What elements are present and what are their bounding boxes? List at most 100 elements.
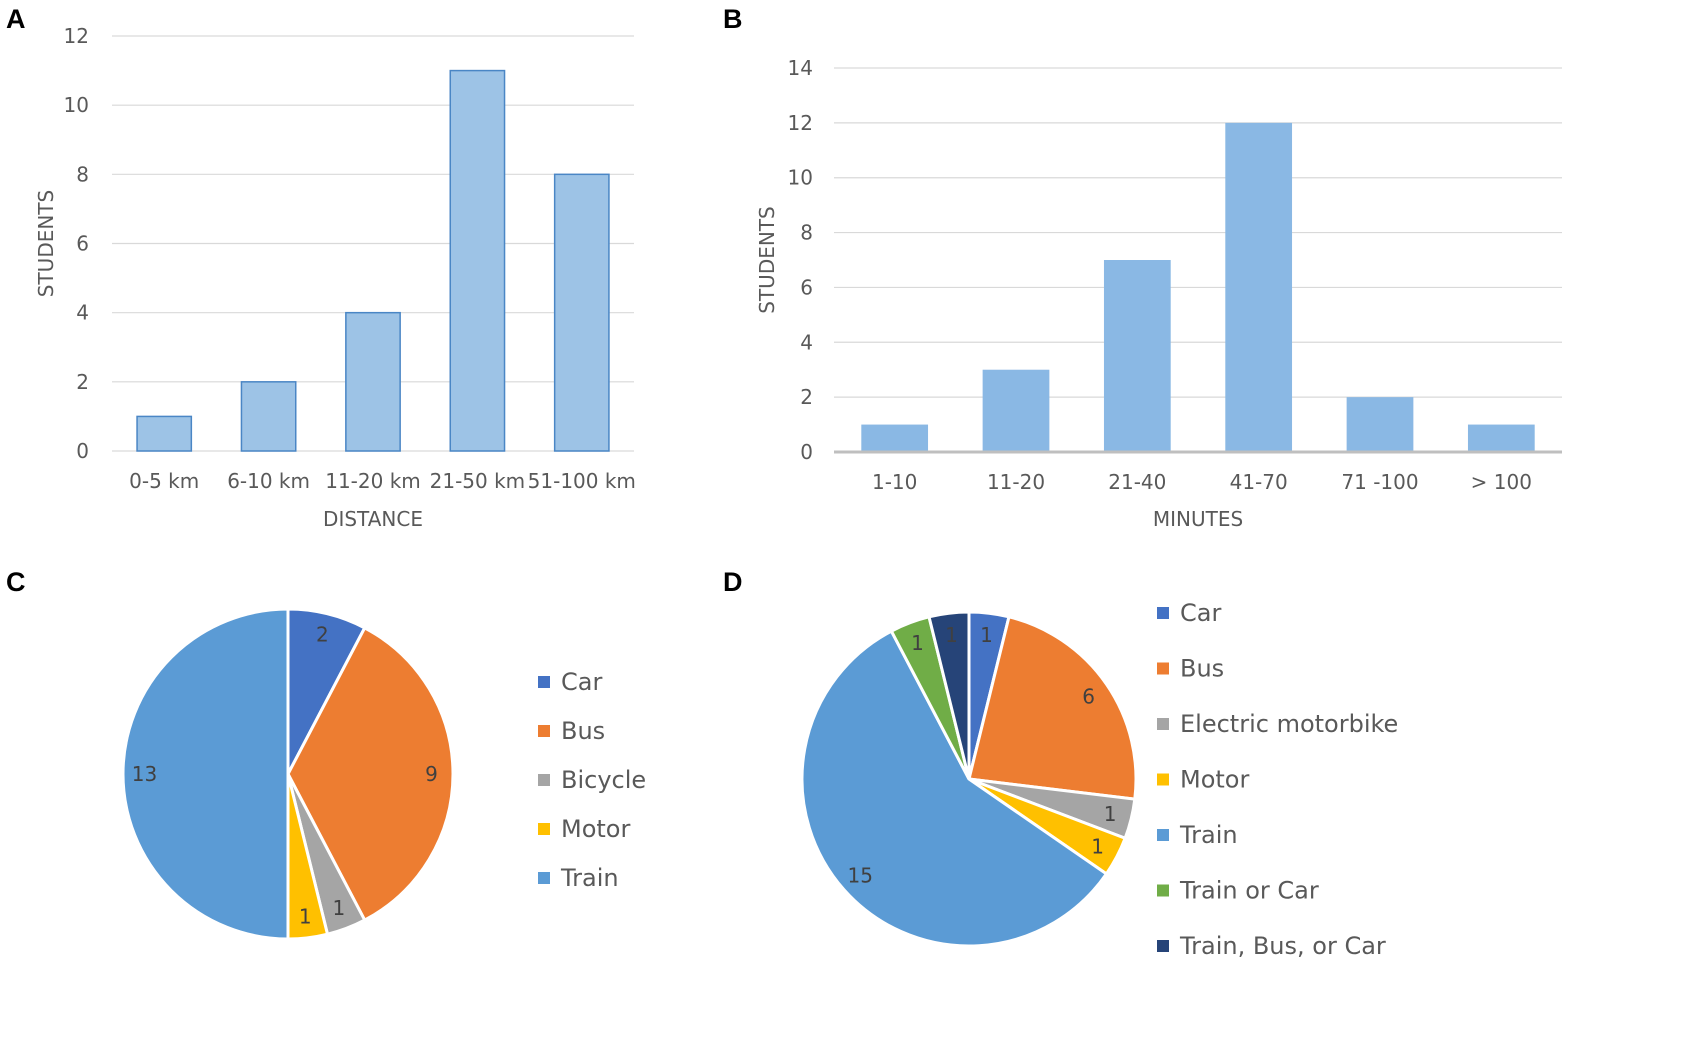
x-tick-label: 21-50 km bbox=[430, 469, 526, 493]
y-axis-title: STUDENTS bbox=[34, 190, 58, 297]
legend-item-train: Train bbox=[538, 864, 619, 892]
panel-letter-b: B bbox=[723, 4, 743, 34]
y-tick-label: 0 bbox=[800, 440, 813, 464]
bar-21-50-km bbox=[449, 69, 506, 452]
x-tick-label: > 100 bbox=[1471, 470, 1532, 494]
data-label-bicycle: 1 bbox=[333, 896, 346, 920]
legend-label: Car bbox=[1180, 599, 1221, 627]
legend-swatch bbox=[538, 823, 550, 835]
x-tick-label: 1-10 bbox=[872, 470, 917, 494]
chart-a-distance: 0 2 4 6 8 10 12 0-5 km 6-10 km 11-20 km 21-50 km 51… bbox=[34, 24, 636, 531]
chart-b-minutes: 0 2 4 6 8 10 12 14 1-10 11-20 21-40 41-70 71 -100 > 1… bbox=[755, 56, 1562, 531]
y-tick-label: 4 bbox=[800, 330, 813, 354]
legend-swatch bbox=[1157, 829, 1169, 841]
x-axis-title: MINUTES bbox=[1153, 507, 1243, 531]
data-label-bus: 6 bbox=[1082, 684, 1095, 708]
y-tick-label: 4 bbox=[76, 301, 89, 325]
bars bbox=[861, 122, 1535, 452]
y-tick-label: 2 bbox=[800, 385, 813, 409]
legend-label: Car bbox=[561, 668, 602, 696]
legend-item-train-or-car: Train or Car bbox=[1157, 877, 1319, 905]
legend-item-electric-motorbike: Electric motorbike bbox=[1157, 710, 1398, 738]
legend-swatch bbox=[1157, 662, 1169, 675]
bar-41-70 bbox=[1225, 122, 1293, 452]
data-label-motor: 1 bbox=[299, 905, 312, 929]
y-tick-label: 14 bbox=[788, 56, 813, 80]
pie-slices bbox=[121, 607, 455, 941]
x-tick-label: 21-40 bbox=[1108, 470, 1166, 494]
y-tick-label: 10 bbox=[788, 166, 813, 190]
legend-swatch bbox=[538, 676, 550, 688]
legend-item-car: Car bbox=[1157, 599, 1221, 627]
slice-bus bbox=[967, 615, 1138, 801]
x-tick-label: 6-10 km bbox=[227, 469, 310, 493]
legend-label: Bicycle bbox=[561, 766, 646, 794]
legend-label: Motor bbox=[1180, 766, 1249, 794]
y-tick-label: 12 bbox=[64, 24, 89, 48]
legend-label: Train bbox=[1179, 821, 1238, 849]
data-label-motor: 1 bbox=[1091, 835, 1104, 859]
data-label-train-bus-or-car: 1 bbox=[945, 623, 958, 647]
x-tick-label: 71 -100 bbox=[1341, 470, 1418, 494]
y-tick-label: 6 bbox=[76, 232, 89, 256]
y-tick-label: 8 bbox=[800, 221, 813, 245]
legend-item-train-bus-or-car: Train, Bus, or Car bbox=[1157, 932, 1386, 960]
data-label-train: 15 bbox=[848, 863, 873, 887]
y-tick-labels: 0 2 4 6 8 10 12 bbox=[64, 24, 89, 463]
pie-data-labels: 2 9 11 13 bbox=[132, 623, 438, 929]
panel-letter-a: A bbox=[6, 4, 26, 34]
legend-item-bus: Bus bbox=[1157, 655, 1224, 683]
x-tick-label: 11-20 bbox=[987, 470, 1045, 494]
data-label-electric-motorbike: 1 bbox=[1104, 802, 1117, 826]
legend-item-car: Car bbox=[538, 668, 602, 696]
y-tick-labels: 0 2 4 6 8 10 12 14 bbox=[788, 56, 813, 464]
x-tick-labels: 1-10 11-20 21-40 41-70 71 -100 > 100 bbox=[872, 470, 1532, 494]
legend-swatch bbox=[538, 725, 550, 737]
bar-0-5-km bbox=[136, 415, 193, 452]
pie-slices bbox=[800, 610, 1138, 948]
panel-letter-c: C bbox=[6, 567, 26, 597]
y-tick-label: 6 bbox=[800, 275, 813, 299]
bar-6-10-km bbox=[240, 381, 297, 452]
bar-100 bbox=[1467, 424, 1535, 452]
legend-swatch bbox=[1157, 773, 1169, 786]
x-tick-label: 51-100 km bbox=[528, 469, 636, 493]
bar-21-40 bbox=[1103, 260, 1171, 452]
legend-label: Train bbox=[560, 864, 619, 892]
legend-swatch bbox=[538, 872, 550, 884]
legend-item-motor: Motor bbox=[538, 815, 630, 843]
x-tick-labels: 0-5 km 6-10 km 11-20 km 21-50 km 51-100 km bbox=[129, 469, 636, 493]
bar-51-100-km bbox=[553, 173, 610, 452]
data-label-car: 1 bbox=[980, 623, 993, 647]
legend-swatch bbox=[1157, 607, 1169, 619]
legend-swatch bbox=[1157, 884, 1169, 897]
slice-train bbox=[800, 629, 1109, 948]
y-tick-label: 8 bbox=[76, 162, 89, 186]
gridlines bbox=[112, 35, 634, 452]
legend-item-bus: Bus bbox=[538, 717, 605, 745]
y-tick-label: 10 bbox=[64, 93, 89, 117]
chart-c-transport: 2 9 11 13 Car Bus Bicycle Motor Train bbox=[121, 607, 646, 941]
data-label-bus: 9 bbox=[425, 762, 438, 786]
legend-swatch bbox=[1157, 718, 1169, 730]
data-label-train-or-car: 1 bbox=[911, 631, 924, 655]
data-label-car: 2 bbox=[316, 623, 329, 647]
bar-1-10 bbox=[861, 424, 929, 452]
legend-item-bicycle: Bicycle bbox=[538, 766, 646, 794]
panel-letter-d: D bbox=[723, 567, 743, 597]
y-tick-label: 0 bbox=[76, 439, 89, 463]
legend-swatch bbox=[538, 774, 550, 786]
gridlines bbox=[834, 67, 1562, 398]
bar-11-20-km bbox=[345, 311, 401, 452]
slice-bus bbox=[286, 625, 455, 923]
legend-label: Train or Car bbox=[1179, 877, 1319, 905]
bars bbox=[136, 69, 610, 452]
y-axis-title: STUDENTS bbox=[755, 206, 779, 313]
y-tick-label: 2 bbox=[76, 370, 89, 394]
x-tick-label: 0-5 km bbox=[129, 469, 199, 493]
legend-swatch bbox=[1157, 940, 1169, 952]
bar-11-20 bbox=[982, 369, 1050, 452]
legend-label: Train, Bus, or Car bbox=[1179, 932, 1386, 960]
